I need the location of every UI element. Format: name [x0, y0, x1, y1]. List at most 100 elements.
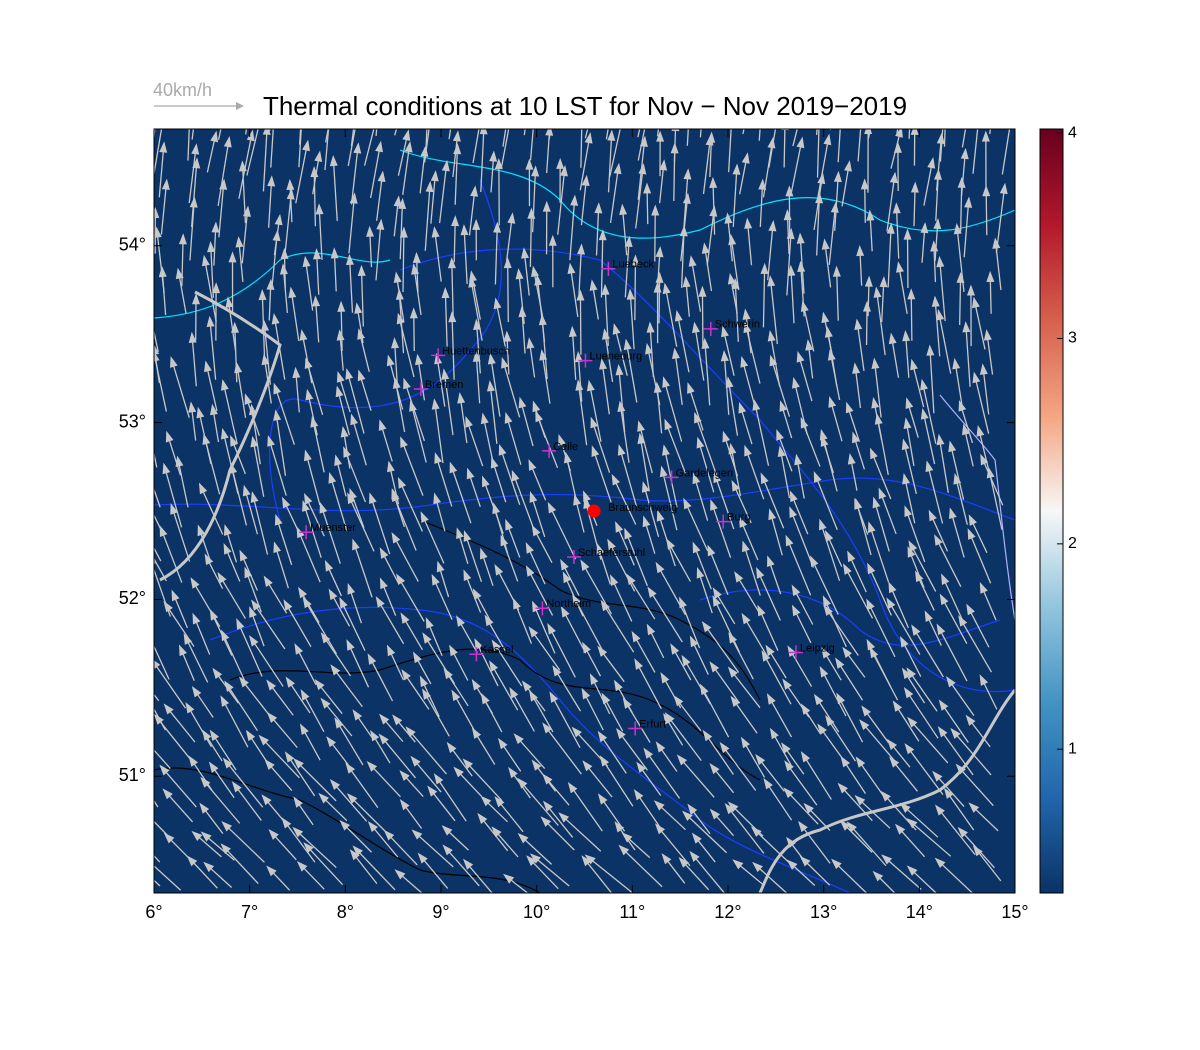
- wind-arrowhead: [425, 180, 434, 193]
- wind-arrow: [259, 735, 300, 779]
- wind-arrowhead: [242, 484, 251, 497]
- wind-arrowhead: [272, 229, 281, 242]
- wind-arrow: [363, 129, 375, 166]
- wind-arrowhead: [154, 226, 162, 238]
- wind-arrowhead: [203, 861, 215, 873]
- wind-arrowhead: [791, 604, 801, 617]
- wind-arrowhead: [239, 549, 248, 562]
- wind-arrowhead: [558, 812, 570, 823]
- wind-arrowhead: [899, 802, 911, 813]
- wind-arrowhead: [709, 763, 720, 775]
- wind-arrowhead: [962, 321, 971, 333]
- wind-arrowhead: [924, 610, 933, 622]
- wind-arrow: [875, 288, 886, 356]
- wind-arrow: [663, 377, 683, 442]
- wind-arrowhead: [223, 136, 232, 148]
- wind-arrow: [230, 464, 248, 526]
- wind-arrowhead: [939, 593, 949, 606]
- city-marker: [535, 601, 550, 616]
- wind-arrowhead: [724, 803, 735, 815]
- wind-arrowhead: [803, 802, 814, 814]
- wind-arrowhead: [335, 385, 344, 398]
- wind-arrow: [222, 380, 238, 444]
- wind-arrow: [284, 190, 293, 256]
- wind-arrow: [236, 619, 263, 677]
- wind-arrowhead: [791, 584, 801, 597]
- wind-arrowhead: [892, 202, 901, 214]
- wind-arrowhead: [681, 654, 691, 667]
- wind-arrowhead: [474, 638, 483, 650]
- wind-arrowhead: [696, 566, 705, 579]
- wind-arrowhead: [220, 695, 230, 707]
- wind-arrowhead: [670, 643, 680, 655]
- wind-arrow: [489, 382, 498, 444]
- wind-arrowhead: [904, 505, 913, 518]
- wind-arrowhead: [776, 429, 784, 441]
- wind-arrowhead: [607, 129, 616, 141]
- wind-arrow: [267, 436, 287, 496]
- wind-arrowhead: [480, 795, 492, 807]
- wind-arrowhead: [225, 80, 233, 92]
- wind-arrowhead: [298, 586, 308, 599]
- wind-arrowhead: [905, 397, 914, 409]
- wind-arrowhead: [817, 172, 826, 185]
- wind-arrowhead: [687, 382, 695, 394]
- wind-arrowhead: [563, 451, 572, 464]
- wind-arrowhead: [902, 472, 910, 485]
- wind-arrowhead: [302, 139, 310, 152]
- wind-arrow: [324, 129, 330, 171]
- wind-arrowhead: [353, 142, 362, 154]
- wind-arrow: [245, 129, 248, 135]
- wind-arrowhead: [431, 226, 440, 238]
- wind-arrow: [517, 778, 559, 826]
- wind-arrow: [756, 568, 781, 621]
- wind-arrow: [887, 224, 892, 288]
- wind-arrowhead: [972, 845, 983, 857]
- wind-arrowhead: [521, 680, 532, 692]
- wind-arrowhead: [430, 170, 439, 182]
- wind-arrowhead: [345, 253, 354, 266]
- wind-arrowhead: [666, 538, 676, 550]
- wind-arrowhead: [337, 300, 346, 312]
- wind-arrowhead: [908, 540, 918, 552]
- wind-arrow: [988, 468, 1003, 530]
- wind-arrowhead: [854, 795, 866, 806]
- wind-arrowhead: [154, 713, 164, 725]
- wind-arrowhead: [926, 344, 935, 356]
- wind-arrowhead: [702, 729, 713, 742]
- wind-arrowhead: [886, 222, 895, 234]
- wind-arrowhead: [699, 683, 709, 696]
- wind-arrow: [922, 409, 936, 465]
- wind-arrowhead: [798, 820, 808, 833]
- wind-arrowhead: [682, 192, 691, 204]
- wind-arrow: [847, 822, 887, 867]
- wind-arrowhead: [874, 413, 883, 425]
- wind-arrowhead: [958, 615, 968, 627]
- wind-arrow: [973, 373, 990, 434]
- wind-arrowhead: [910, 358, 918, 371]
- wind-arrowhead: [263, 575, 273, 587]
- wind-arrow: [163, 464, 183, 528]
- wind-arrowhead: [822, 595, 831, 607]
- wind-arrowhead: [398, 197, 407, 210]
- wind-arrow: [938, 435, 949, 493]
- wind-arrowhead: [521, 247, 529, 259]
- wind-arrowhead: [756, 567, 765, 579]
- wind-arrow: [154, 643, 155, 645]
- wind-arrowhead: [744, 444, 752, 457]
- wind-arrowhead: [261, 319, 270, 332]
- wind-arrowhead: [821, 647, 831, 659]
- wind-arrowhead: [352, 709, 363, 721]
- wind-arrowhead: [293, 758, 304, 769]
- city-marker: [299, 525, 314, 540]
- wind-arrowhead: [842, 563, 852, 575]
- wind-arrow: [857, 129, 862, 162]
- wind-arrow: [222, 821, 265, 863]
- wind-arrowhead: [713, 471, 722, 484]
- wind-arrowhead: [577, 243, 586, 255]
- wind-arrowhead: [732, 859, 744, 870]
- wind-arrowhead: [170, 503, 178, 515]
- wind-arrowhead: [477, 812, 488, 824]
- wind-arrow: [921, 380, 937, 444]
- wind-arrow: [817, 135, 830, 198]
